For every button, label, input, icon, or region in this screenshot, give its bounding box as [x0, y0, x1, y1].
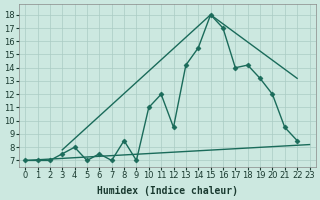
X-axis label: Humidex (Indice chaleur): Humidex (Indice chaleur): [97, 186, 238, 196]
